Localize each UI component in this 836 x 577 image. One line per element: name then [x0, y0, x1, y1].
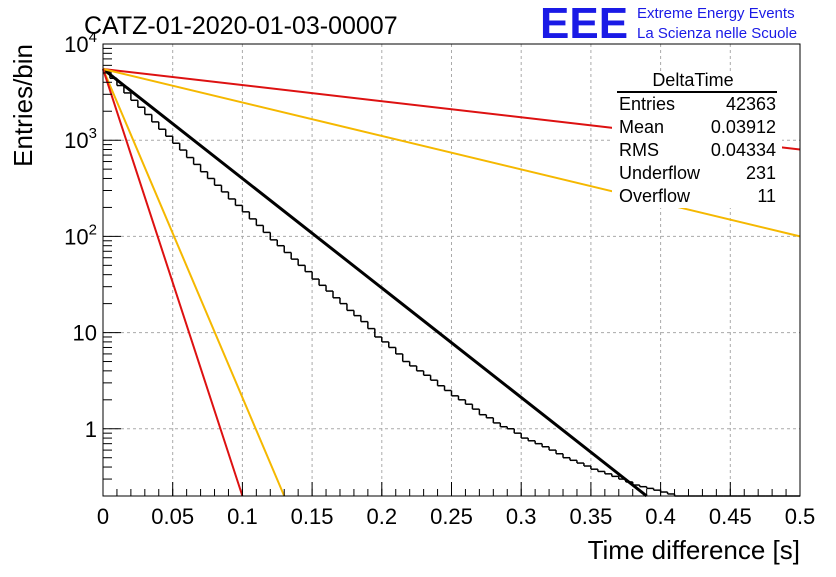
fit-line-orange-3	[102, 68, 286, 497]
y-tick-label: 102	[64, 221, 97, 249]
x-axis-label: Time difference [s]	[588, 535, 800, 565]
page-title: CATZ-01-2020-01-03-00007	[84, 12, 398, 40]
x-tick-label: 0	[97, 504, 109, 529]
x-tick-label: 0.45	[709, 504, 752, 529]
fit-line-red-4	[102, 68, 244, 497]
x-tick-label: 0.15	[291, 504, 334, 529]
x-tick-label: 0.05	[151, 504, 194, 529]
grid-lines	[103, 44, 800, 496]
logo-line-1: Extreme Energy Events	[637, 5, 795, 22]
x-tick-label: 0.25	[430, 504, 473, 529]
fit-line-black-0	[102, 67, 648, 498]
stats-value-mean: 0.03912	[711, 117, 776, 137]
x-tick-label: 0.2	[367, 504, 398, 529]
x-tick-label: 0.4	[645, 504, 676, 529]
x-tick-label: 0.35	[569, 504, 612, 529]
stats-label-overflow: Overflow	[619, 186, 691, 206]
y-axis-label: Entries/bin	[8, 44, 38, 167]
stats-label-mean: Mean	[619, 117, 664, 137]
stats-value-overflow: 11	[757, 186, 776, 206]
logo-line-2: La Scienza nelle Scuole	[637, 25, 797, 42]
stats-box: DeltaTime Entries 42363 Mean 0.03912 RMS…	[612, 70, 782, 208]
stats-value-rms: 0.04334	[711, 140, 776, 160]
stats-value-entries: 42363	[726, 94, 776, 114]
x-tick-label: 0.1	[227, 504, 258, 529]
y-tick-label: 10	[73, 321, 97, 346]
stats-label-rms: RMS	[619, 140, 659, 160]
x-tick-label: 0.3	[506, 504, 537, 529]
stats-title: DeltaTime	[652, 70, 733, 90]
eee-logo: EEE	[540, 0, 628, 48]
stats-label-entries: Entries	[619, 94, 675, 114]
x-tick-label: 0.5	[785, 504, 816, 529]
stats-label-underflow: Underflow	[619, 163, 701, 183]
x-axis-ticks: 0 0.05 0.1 0.15 0.2 0.25 0.3 0.35 0.4 0.45 0.5	[97, 482, 815, 529]
y-tick-label: 103	[64, 125, 97, 153]
stats-value-underflow: 231	[746, 163, 776, 183]
y-tick-label: 1	[85, 417, 97, 442]
fit-line-orange-2	[102, 68, 801, 238]
